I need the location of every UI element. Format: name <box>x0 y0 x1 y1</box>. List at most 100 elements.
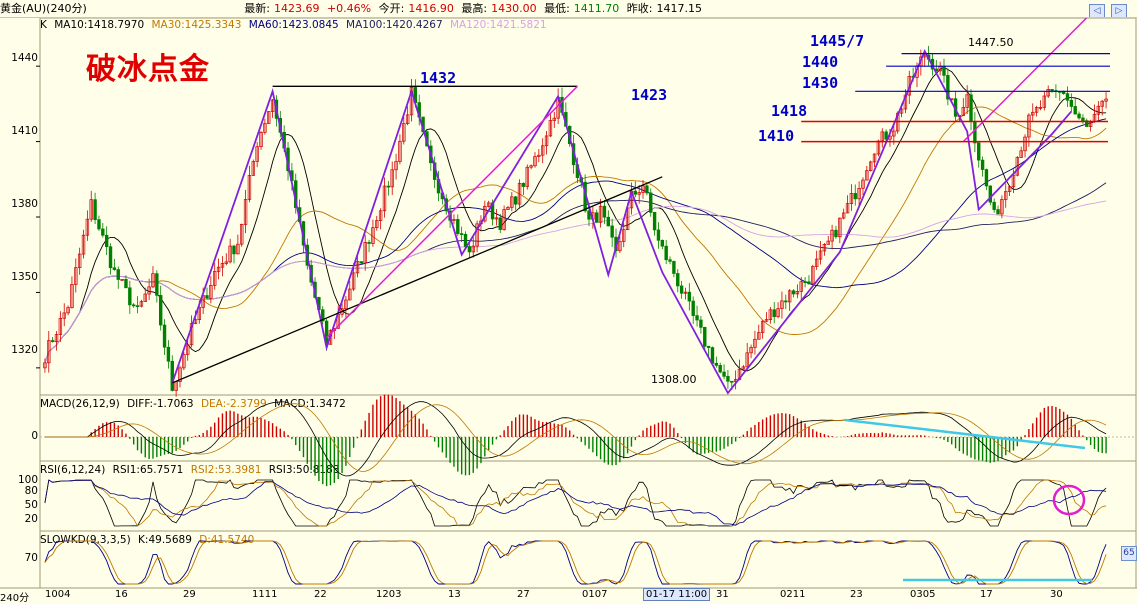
candle-body <box>486 202 491 207</box>
candle-body <box>124 279 128 289</box>
rsi1-value: RSI1:65.7571 <box>112 464 184 476</box>
rsi-legend: RSI(6,12,24) RSI1:65.7571 RSI2:53.3981 R… <box>40 464 343 477</box>
prevclose-price: 1417.15 <box>656 2 703 15</box>
candle-body <box>363 242 367 264</box>
candle-body <box>710 347 715 364</box>
candle-body <box>62 312 66 319</box>
candle-body <box>1050 89 1054 91</box>
candle-body <box>81 234 86 255</box>
candle-body <box>776 308 780 318</box>
candle-body <box>409 87 414 116</box>
macd-dea: DEA:-2.3799 <box>200 398 267 410</box>
label-1410: 1410 <box>758 127 795 145</box>
candle-body <box>849 193 854 204</box>
candle-body <box>757 332 761 340</box>
candle-body <box>517 182 522 205</box>
candle-body <box>865 170 869 181</box>
instrument-name: 黄金(AU)(240分) <box>0 2 87 15</box>
candle-body <box>47 340 51 364</box>
kd-badge: 65 <box>1121 546 1137 561</box>
candle-body <box>506 207 510 210</box>
candle-body <box>537 154 541 157</box>
candle-body <box>741 366 746 370</box>
candle-body <box>1096 105 1101 115</box>
candle-body <box>54 334 59 343</box>
candle-body <box>668 259 672 262</box>
candle-body <box>128 287 132 306</box>
candle-body <box>973 121 977 144</box>
candle-body <box>405 114 410 124</box>
candle-body <box>255 146 259 162</box>
candle-body <box>186 344 190 355</box>
nav-left-icon[interactable]: ◁ <box>1089 4 1105 17</box>
rsi3-line <box>44 479 1107 526</box>
candle-body <box>498 217 502 230</box>
prevclose-label: 昨收: <box>626 2 653 15</box>
low-label: 最低: <box>544 2 570 15</box>
kd-d-line <box>44 540 1107 585</box>
candle-body <box>641 185 645 193</box>
candle-body <box>155 273 159 296</box>
candle-body <box>868 161 873 171</box>
slowkd-k: K:49.5689 <box>138 534 192 546</box>
x-label: 31 <box>716 589 729 600</box>
channel-bottom-line <box>172 176 663 384</box>
candle-body <box>977 142 981 161</box>
candle-body <box>243 199 248 225</box>
candle-body <box>351 272 356 290</box>
candle-body <box>699 319 703 328</box>
candle-body <box>622 229 626 242</box>
candle-body <box>321 309 325 322</box>
candle-body <box>838 217 842 238</box>
candle-body <box>471 245 475 253</box>
candle-body <box>371 227 375 244</box>
candle-body <box>459 233 464 235</box>
x-label: 17 <box>980 589 993 600</box>
candle-body <box>529 165 533 168</box>
macd-title: MACD(26,12,9) <box>40 398 120 410</box>
candle-body <box>1015 157 1020 176</box>
ma30-line <box>44 106 1107 363</box>
candle-body <box>787 290 792 303</box>
quote-header: 黄金(AU)(240分) 最新: 1423.69 +0.46% 今开: 1416.9… <box>0 0 1137 18</box>
candle-body <box>112 267 117 270</box>
candle-body <box>791 290 796 295</box>
candle-body <box>50 340 55 343</box>
candle-body <box>942 66 946 76</box>
ma100-line <box>44 182 1107 363</box>
candle-body <box>251 161 255 176</box>
candle-body <box>510 196 514 208</box>
kline-chart[interactable] <box>0 18 1137 601</box>
candle-body <box>205 295 209 299</box>
candle-body <box>1077 113 1081 119</box>
candle-body <box>135 305 140 307</box>
candle-body <box>1042 95 1047 108</box>
candle-body <box>541 145 545 156</box>
candle-body <box>182 354 186 369</box>
rsi-title: RSI(6,12,24) <box>40 464 106 476</box>
candle-body <box>687 291 692 302</box>
candle-body <box>965 94 969 108</box>
rsi1-line <box>44 479 1107 527</box>
nav-right-icon[interactable]: ▷ <box>1111 4 1127 17</box>
candle-body <box>355 261 360 274</box>
candle-body <box>139 301 144 307</box>
label-1308-00: 1308.00 <box>651 373 697 386</box>
trend-line-right <box>962 18 1088 143</box>
kd-k-line <box>44 540 1107 585</box>
candle-body <box>811 266 815 285</box>
x-label: 1004 <box>45 589 71 600</box>
candle-body <box>386 185 391 188</box>
candle-body <box>861 179 865 189</box>
candle-body <box>344 299 348 310</box>
candle-body <box>216 266 221 272</box>
candle-body <box>1038 106 1043 109</box>
candle-body <box>764 319 769 322</box>
candle-body <box>961 107 965 116</box>
ma10-line <box>44 66 1107 372</box>
candle-body <box>1081 117 1085 121</box>
candle-body <box>259 131 263 147</box>
ma120-line <box>44 200 1107 363</box>
candle-body <box>85 218 90 236</box>
pattern-zigzag <box>171 49 1072 395</box>
